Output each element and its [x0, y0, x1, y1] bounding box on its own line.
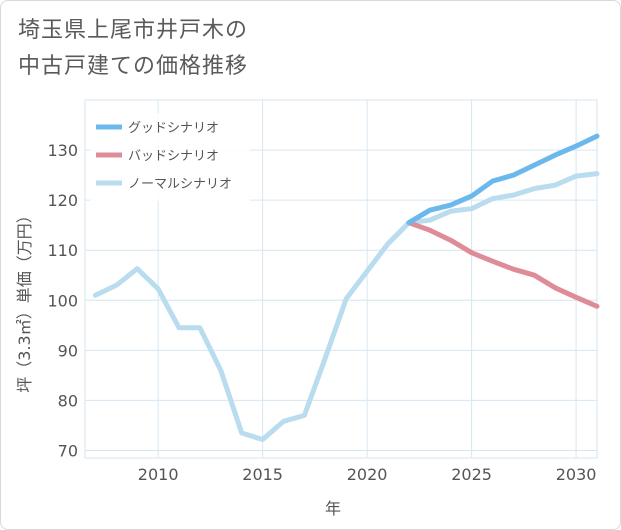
- series-line-1: [406, 220, 600, 309]
- y-tick-label-130: 130: [47, 141, 78, 160]
- x-tick-label-2015: 2015: [242, 465, 283, 484]
- y-tick-label-90: 90: [58, 341, 78, 360]
- y-axis-title: 坪（3.3㎡）単価（万円）: [15, 207, 34, 392]
- y-tick-label-120: 120: [47, 191, 78, 210]
- x-tick-label-2020: 2020: [347, 465, 388, 484]
- x-axis-title: 年: [325, 499, 341, 518]
- x-tick-label-2025: 2025: [451, 465, 492, 484]
- chart-title-line-2: 中古戸建ての価格推移: [18, 54, 249, 79]
- y-tick-label-100: 100: [47, 291, 78, 310]
- series-line-0: [406, 133, 600, 226]
- x-tick-label-2030: 2030: [556, 465, 597, 484]
- y-tick-label-110: 110: [47, 241, 78, 260]
- y-tick-label-70: 70: [58, 441, 78, 460]
- chart-title-line-1: 埼玉県上尾市井戸木の: [18, 18, 249, 43]
- plot-frame: [84, 99, 598, 459]
- series-lines: [92, 133, 600, 442]
- legend-label-0: グッドシナリオ: [128, 121, 219, 136]
- legend-label-2: ノーマルシナリオ: [128, 177, 232, 192]
- series-line-2: [92, 171, 600, 442]
- legend-label-1: バッドシナリオ: [128, 149, 219, 164]
- x-tick-label-2010: 2010: [138, 465, 179, 484]
- tick-labels: 70 80 90 100 110 120 130 2010 2015 2020 2025 2030: [47, 141, 596, 484]
- y-tick-label-80: 80: [58, 391, 78, 410]
- grid: [84, 99, 598, 459]
- chart-title: 埼玉県上尾市井戸木の 中古戸建ての価格推移: [18, 13, 248, 85]
